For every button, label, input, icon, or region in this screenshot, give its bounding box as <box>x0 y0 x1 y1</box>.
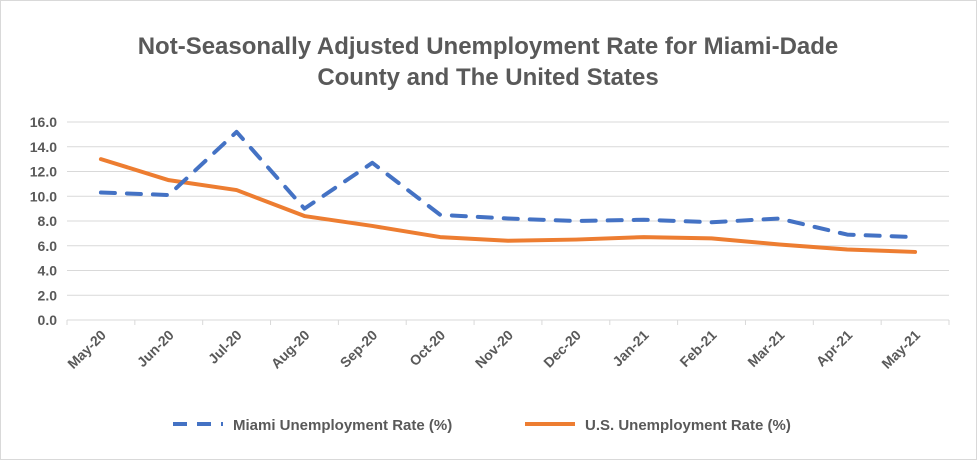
x-tick-label: Dec-20 <box>540 327 584 371</box>
x-tick-label: May-20 <box>64 327 109 372</box>
y-tick-label: 12.0 <box>30 164 57 180</box>
x-tick-label: Jul-20 <box>205 327 245 367</box>
series-line-miami <box>98 129 918 240</box>
chart-title-line-2: County and The United States <box>317 64 658 91</box>
x-tick-label: Jun-20 <box>134 327 177 370</box>
y-tick-label: 6.0 <box>38 238 58 254</box>
x-tick-label: Feb-21 <box>676 327 719 370</box>
y-tick-label: 0.0 <box>38 312 58 328</box>
y-tick-label: 8.0 <box>38 213 58 229</box>
y-tick-label: 10.0 <box>30 188 57 204</box>
x-tick-label: Sep-20 <box>337 327 381 371</box>
chart-title-line-1: Not-Seasonally Adjusted Unemployment Rat… <box>138 33 839 60</box>
y-tick-label: 4.0 <box>38 263 58 279</box>
y-tick-label: 14.0 <box>30 139 57 155</box>
x-tick-label: Apr-21 <box>813 327 856 370</box>
x-tick-label: Oct-20 <box>406 327 448 369</box>
x-tick-label: May-21 <box>878 327 923 372</box>
legend-label: U.S. Unemployment Rate (%) <box>585 417 791 434</box>
x-tick-label: Nov-20 <box>472 327 516 371</box>
x-tick-label: Jan-21 <box>609 327 652 370</box>
y-tick-label: 2.0 <box>38 287 58 303</box>
legend-label: Miami Unemployment Rate (%) <box>233 417 452 434</box>
x-tick-label: Aug-20 <box>268 327 313 372</box>
series-line-us <box>98 157 918 254</box>
x-tick-label: Mar-21 <box>744 327 787 370</box>
y-tick-label: 16.0 <box>30 114 57 130</box>
